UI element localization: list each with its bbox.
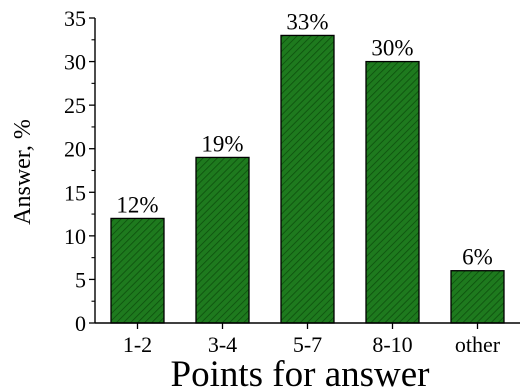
bars-group — [110, 34, 505, 324]
y-tick-label-20: 20 — [64, 137, 86, 162]
data-label-1-2: 12% — [116, 192, 158, 217]
y-tick-label-15: 15 — [64, 180, 86, 205]
x-tick-label-1-2: 1-2 — [123, 332, 152, 357]
axes-group: 1-2 3-4 5-7 8-10 other 0 5 10 15 20 25 30 35 — [64, 6, 520, 357]
y-tick-label-25: 25 — [64, 93, 86, 118]
bar-other — [450, 270, 505, 324]
bar-5-7 — [280, 34, 335, 324]
y-tick-label-5: 5 — [75, 267, 86, 292]
x-tick-label-other: other — [455, 332, 501, 357]
x-tick-label-5-7: 5-7 — [293, 332, 322, 357]
bar-8-10 — [365, 60, 420, 324]
data-label-5-7: 33% — [286, 9, 328, 34]
y-tick-label-0: 0 — [75, 311, 86, 336]
y-axis-title: Answer, % — [10, 119, 36, 225]
y-tick-label-10: 10 — [64, 224, 86, 249]
x-tick-label-8-10: 8-10 — [372, 332, 412, 357]
y-tick-label-35: 35 — [64, 6, 86, 31]
data-label-3-4: 19% — [201, 131, 243, 156]
data-labels-group: 12% 19% 33% 30% 6% — [116, 9, 492, 269]
bar-1-2 — [110, 217, 165, 324]
y-tick-label-30: 30 — [64, 50, 86, 75]
x-tick-label-3-4: 3-4 — [208, 332, 237, 357]
bar-3-4 — [195, 156, 250, 324]
data-label-8-10: 30% — [371, 36, 413, 61]
x-axis-title: Points for answer — [171, 354, 430, 392]
data-label-other: 6% — [462, 245, 493, 270]
